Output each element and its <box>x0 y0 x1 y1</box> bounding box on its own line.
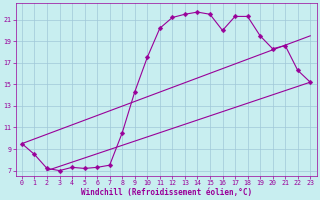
X-axis label: Windchill (Refroidissement éolien,°C): Windchill (Refroidissement éolien,°C) <box>81 188 252 197</box>
